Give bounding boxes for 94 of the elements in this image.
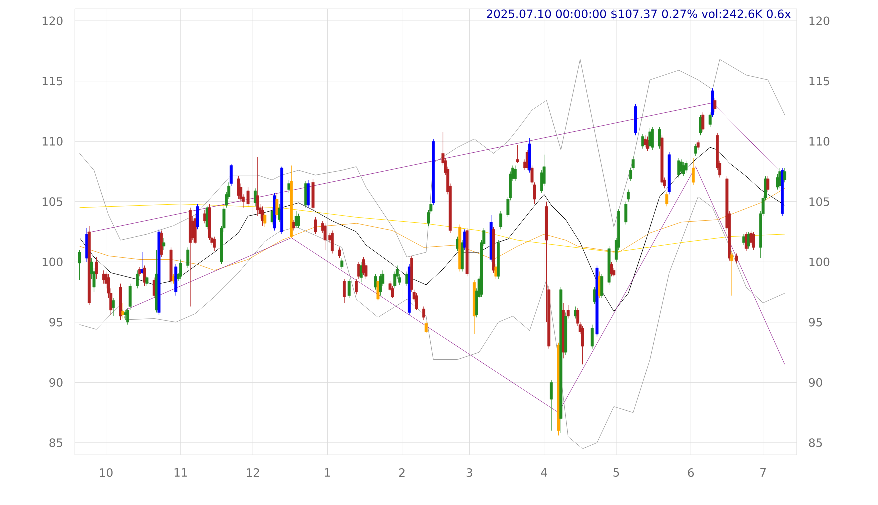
candlestick [348,278,351,299]
candlestick [78,250,82,281]
candlestick [730,252,734,296]
candlestick [646,136,650,152]
x-tick-label: 3 [466,468,472,478]
candlestick [666,192,669,207]
candlestick [696,140,700,150]
candlestick [658,126,662,150]
candlestick [162,238,166,250]
y2-tick-label: 90 [809,378,822,387]
line-series [80,188,786,271]
candlestick [338,247,342,259]
candlestick [276,194,279,220]
candlestick [340,258,344,270]
y-tick-label: 120 [42,16,63,26]
candlestick [196,204,200,230]
candlestick [343,278,346,304]
candlestick [694,144,698,156]
x-tick-label: 12 [247,468,260,477]
y-tick-label: 110 [42,137,63,146]
x-tick-label: 4 [541,468,548,477]
candlestick [500,211,502,230]
candlestick [708,112,712,128]
candlestick [600,274,604,299]
candlestick [735,253,738,264]
y2-tick-label: 115 [810,77,830,86]
candlestick [624,202,628,226]
candlestick [702,112,705,132]
candlestick [627,190,630,202]
candlestick [590,324,594,350]
candlestick [692,158,695,186]
y-tick-label: 105 [42,198,62,206]
candlestick [256,156,260,217]
y-tick-label: 85 [50,438,62,448]
candlestick [261,206,264,226]
line-series [80,147,786,312]
candlestick [422,306,426,320]
candlestick [550,380,553,432]
candlestick [415,293,418,311]
candlestick [714,98,717,113]
candlestick [124,310,128,320]
y2-tick-label: 105 [810,198,830,206]
y2-tick-label: 95 [809,318,822,327]
candlestick [494,264,498,280]
candlestick [297,214,300,229]
candlestick [160,230,164,258]
candlestick [644,135,647,148]
x-tick-label: 5 [614,468,620,477]
candlestick [186,247,190,268]
candlestick [651,126,654,150]
line-series [80,196,786,450]
candlestick [292,220,296,232]
candlestick [314,217,318,235]
candlestick [112,298,115,317]
y2-tick-label: 85 [809,438,822,448]
y-tick-label: 90 [50,378,63,387]
candlestick [146,276,149,287]
candlestick [306,180,310,208]
candlestick [237,176,240,200]
candlestick [331,230,334,254]
x-tick-label: 11 [174,468,188,477]
y2-tick-label: 120 [810,16,830,26]
candlestick [424,320,428,334]
chart-title: 2025.07.10 00:00:00 $107.37 0.27% vol:242.6K 0.6x [487,10,792,20]
candlestick [766,176,770,193]
y-tick-label: 95 [50,318,62,327]
x-tick-label: 7 [760,468,766,477]
x-tick-label: 6 [688,468,694,478]
candlestick [516,144,520,164]
candlestick [747,232,750,250]
x-tick-label: 10 [100,468,113,478]
y-tick-label: 100 [42,258,63,266]
candlestick [136,270,140,289]
x-tick-label: 1 [325,468,330,477]
x-tick-label: 2 [400,468,405,477]
candlestick [254,188,257,207]
candlestick [213,236,216,252]
candlestick [140,252,144,274]
y2-tick-label: 110 [810,137,830,146]
candlestick [230,164,233,186]
candlestick [355,278,358,295]
candlestick [581,326,584,365]
line-series [80,59,786,258]
candlestick [784,168,786,183]
y-tick-label: 115 [42,77,62,86]
y2-tick-label: 100 [810,258,830,266]
candlestick [699,114,702,136]
candlestick [752,232,756,250]
candlestick [95,257,98,280]
candlestick [324,223,327,250]
candlestick [179,259,182,280]
candlestick [391,286,394,299]
candlestick [376,278,380,302]
candlestick [264,212,267,228]
